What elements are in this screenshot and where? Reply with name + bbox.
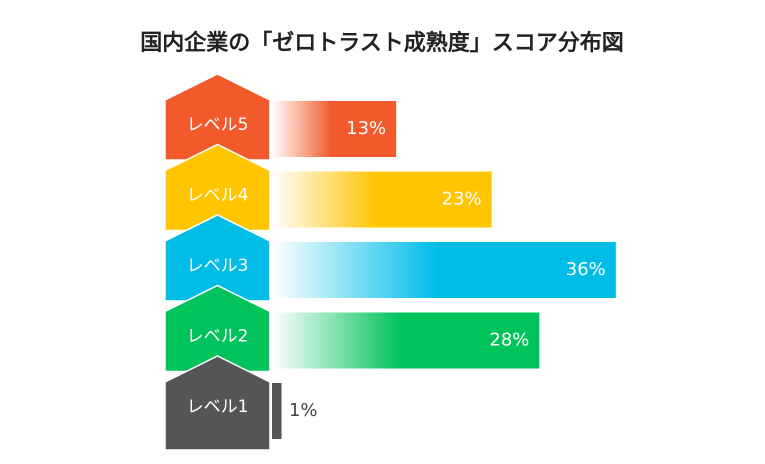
bar [272, 312, 540, 369]
level-block [164, 355, 271, 451]
level-block [164, 143, 271, 232]
chart-title: 国内企業の「ゼロトラスト成熟度」スコア分布図 [140, 30, 624, 56]
category-label: レベル3 [187, 256, 249, 276]
category-label: レベル2 [187, 327, 249, 347]
value-label: 1% [289, 400, 318, 421]
value-label: 28% [489, 330, 529, 351]
bar [272, 101, 397, 157]
category-label: レベル5 [187, 115, 249, 135]
category-label: レベル1 [187, 397, 249, 417]
category-label: レベル4 [187, 186, 249, 206]
level-block [164, 284, 271, 373]
value-label: 13% [346, 118, 386, 139]
level-block [164, 73, 271, 161]
value-label: 36% [566, 259, 606, 280]
bar [272, 242, 616, 298]
bar [272, 171, 492, 228]
level-block [164, 214, 271, 302]
bar [272, 383, 282, 439]
value-label: 23% [442, 189, 482, 210]
